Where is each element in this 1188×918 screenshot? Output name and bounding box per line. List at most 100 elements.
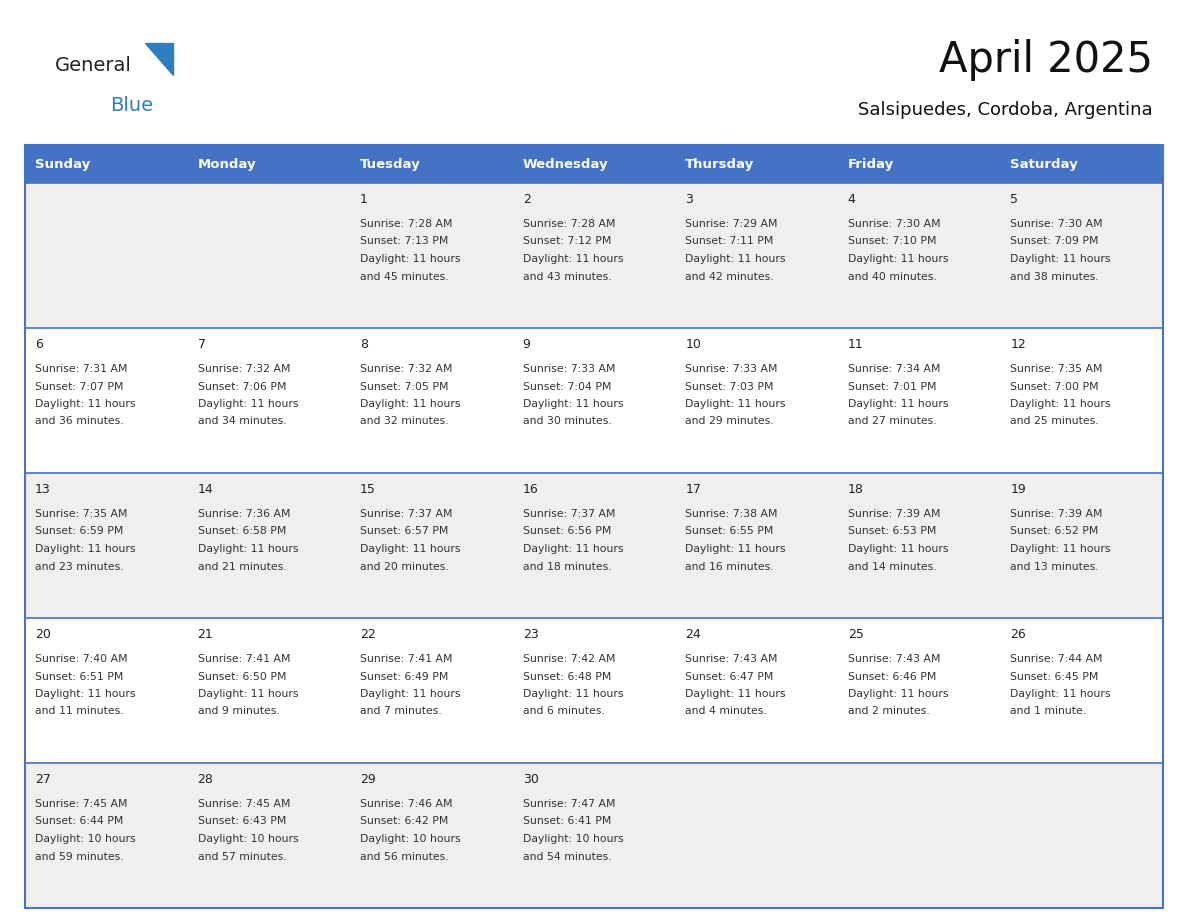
- Text: Sunset: 7:01 PM: Sunset: 7:01 PM: [848, 382, 936, 391]
- Text: Saturday: Saturday: [1010, 158, 1078, 171]
- Text: Daylight: 11 hours: Daylight: 11 hours: [848, 399, 948, 409]
- Text: Daylight: 11 hours: Daylight: 11 hours: [523, 399, 624, 409]
- Text: Sunrise: 7:32 AM: Sunrise: 7:32 AM: [360, 364, 453, 374]
- Text: Wednesday: Wednesday: [523, 158, 608, 171]
- Text: Daylight: 11 hours: Daylight: 11 hours: [197, 544, 298, 554]
- Text: Sunrise: 7:39 AM: Sunrise: 7:39 AM: [1011, 509, 1102, 519]
- Text: Daylight: 11 hours: Daylight: 11 hours: [685, 254, 785, 264]
- Text: 22: 22: [360, 628, 375, 641]
- Text: and 9 minutes.: and 9 minutes.: [197, 707, 279, 717]
- Text: and 27 minutes.: and 27 minutes.: [848, 417, 936, 427]
- Text: and 32 minutes.: and 32 minutes.: [360, 417, 449, 427]
- Text: 5: 5: [1011, 193, 1018, 206]
- Text: 7: 7: [197, 338, 206, 351]
- Text: 6: 6: [34, 338, 43, 351]
- Text: and 23 minutes.: and 23 minutes.: [34, 562, 124, 572]
- Text: Daylight: 11 hours: Daylight: 11 hours: [360, 254, 461, 264]
- Text: 1: 1: [360, 193, 368, 206]
- Text: Daylight: 11 hours: Daylight: 11 hours: [360, 399, 461, 409]
- Text: Sunset: 7:03 PM: Sunset: 7:03 PM: [685, 382, 773, 391]
- Text: 4: 4: [848, 193, 855, 206]
- Text: Sunset: 7:00 PM: Sunset: 7:00 PM: [1011, 382, 1099, 391]
- Text: and 43 minutes.: and 43 minutes.: [523, 272, 612, 282]
- Text: and 1 minute.: and 1 minute.: [1011, 707, 1087, 717]
- Text: Sunset: 6:56 PM: Sunset: 6:56 PM: [523, 527, 611, 536]
- Text: Sunset: 6:58 PM: Sunset: 6:58 PM: [197, 527, 286, 536]
- Text: and 11 minutes.: and 11 minutes.: [34, 707, 124, 717]
- Text: Sunset: 6:44 PM: Sunset: 6:44 PM: [34, 816, 124, 826]
- Text: and 21 minutes.: and 21 minutes.: [197, 562, 286, 572]
- Text: Daylight: 11 hours: Daylight: 11 hours: [34, 544, 135, 554]
- Text: Daylight: 11 hours: Daylight: 11 hours: [360, 689, 461, 699]
- Text: Daylight: 11 hours: Daylight: 11 hours: [848, 254, 948, 264]
- Text: Thursday: Thursday: [685, 158, 754, 171]
- Text: Daylight: 11 hours: Daylight: 11 hours: [197, 689, 298, 699]
- Text: Sunset: 7:04 PM: Sunset: 7:04 PM: [523, 382, 611, 391]
- Bar: [25, 145, 1163, 183]
- Text: and 56 minutes.: and 56 minutes.: [360, 852, 449, 861]
- Text: Sunrise: 7:30 AM: Sunrise: 7:30 AM: [848, 219, 941, 229]
- Text: Sunrise: 7:33 AM: Sunrise: 7:33 AM: [523, 364, 615, 374]
- Text: Sunrise: 7:41 AM: Sunrise: 7:41 AM: [197, 654, 290, 664]
- Text: Monday: Monday: [197, 158, 255, 171]
- Text: 9: 9: [523, 338, 531, 351]
- Text: and 36 minutes.: and 36 minutes.: [34, 417, 124, 427]
- Text: Daylight: 10 hours: Daylight: 10 hours: [523, 834, 624, 844]
- Text: Daylight: 10 hours: Daylight: 10 hours: [197, 834, 298, 844]
- Text: Daylight: 11 hours: Daylight: 11 hours: [848, 689, 948, 699]
- Text: Sunrise: 7:29 AM: Sunrise: 7:29 AM: [685, 219, 778, 229]
- Text: and 14 minutes.: and 14 minutes.: [848, 562, 936, 572]
- Text: Sunset: 6:57 PM: Sunset: 6:57 PM: [360, 527, 449, 536]
- Text: 26: 26: [1011, 628, 1026, 641]
- Text: and 59 minutes.: and 59 minutes.: [34, 852, 124, 861]
- Text: and 40 minutes.: and 40 minutes.: [848, 272, 936, 282]
- Text: and 54 minutes.: and 54 minutes.: [523, 852, 612, 861]
- Text: Sunset: 6:59 PM: Sunset: 6:59 PM: [34, 527, 124, 536]
- Text: and 57 minutes.: and 57 minutes.: [197, 852, 286, 861]
- Text: Daylight: 11 hours: Daylight: 11 hours: [197, 399, 298, 409]
- Text: 3: 3: [685, 193, 693, 206]
- Text: Daylight: 11 hours: Daylight: 11 hours: [523, 254, 624, 264]
- Text: Sunrise: 7:33 AM: Sunrise: 7:33 AM: [685, 364, 778, 374]
- Text: Sunset: 7:10 PM: Sunset: 7:10 PM: [848, 237, 936, 247]
- Text: Sunset: 6:55 PM: Sunset: 6:55 PM: [685, 527, 773, 536]
- Text: Sunset: 7:06 PM: Sunset: 7:06 PM: [197, 382, 286, 391]
- Text: Daylight: 11 hours: Daylight: 11 hours: [1011, 544, 1111, 554]
- Text: Daylight: 11 hours: Daylight: 11 hours: [1011, 399, 1111, 409]
- Text: and 13 minutes.: and 13 minutes.: [1011, 562, 1099, 572]
- Text: Daylight: 11 hours: Daylight: 11 hours: [1011, 689, 1111, 699]
- Text: 24: 24: [685, 628, 701, 641]
- Text: Friday: Friday: [847, 158, 893, 171]
- Text: Sunrise: 7:47 AM: Sunrise: 7:47 AM: [523, 799, 615, 809]
- Text: Sunrise: 7:30 AM: Sunrise: 7:30 AM: [1011, 219, 1102, 229]
- Text: Blue: Blue: [110, 95, 153, 115]
- Text: Daylight: 11 hours: Daylight: 11 hours: [1011, 254, 1111, 264]
- Text: Sunrise: 7:31 AM: Sunrise: 7:31 AM: [34, 364, 127, 374]
- Text: Sunrise: 7:45 AM: Sunrise: 7:45 AM: [34, 799, 127, 809]
- Text: Sunrise: 7:40 AM: Sunrise: 7:40 AM: [34, 654, 127, 664]
- Text: 8: 8: [360, 338, 368, 351]
- Bar: [25, 763, 1163, 908]
- Bar: [25, 145, 1163, 908]
- Text: 15: 15: [360, 483, 377, 496]
- Text: and 7 minutes.: and 7 minutes.: [360, 707, 442, 717]
- Text: Daylight: 10 hours: Daylight: 10 hours: [34, 834, 135, 844]
- Text: Sunrise: 7:44 AM: Sunrise: 7:44 AM: [1011, 654, 1102, 664]
- Text: and 25 minutes.: and 25 minutes.: [1011, 417, 1099, 427]
- Text: Salsipuedes, Cordoba, Argentina: Salsipuedes, Cordoba, Argentina: [859, 101, 1154, 119]
- Text: Sunset: 7:13 PM: Sunset: 7:13 PM: [360, 237, 449, 247]
- Text: and 45 minutes.: and 45 minutes.: [360, 272, 449, 282]
- Text: Sunset: 6:48 PM: Sunset: 6:48 PM: [523, 671, 611, 681]
- Text: and 42 minutes.: and 42 minutes.: [685, 272, 773, 282]
- Text: Sunset: 7:09 PM: Sunset: 7:09 PM: [1011, 237, 1099, 247]
- Text: 11: 11: [848, 338, 864, 351]
- Text: Sunrise: 7:37 AM: Sunrise: 7:37 AM: [360, 509, 453, 519]
- Text: and 38 minutes.: and 38 minutes.: [1011, 272, 1099, 282]
- Text: Daylight: 11 hours: Daylight: 11 hours: [360, 544, 461, 554]
- Text: Sunrise: 7:37 AM: Sunrise: 7:37 AM: [523, 509, 615, 519]
- Text: Sunset: 6:50 PM: Sunset: 6:50 PM: [197, 671, 286, 681]
- Text: 25: 25: [848, 628, 864, 641]
- Text: Daylight: 10 hours: Daylight: 10 hours: [360, 834, 461, 844]
- Text: 16: 16: [523, 483, 538, 496]
- Text: Sunrise: 7:39 AM: Sunrise: 7:39 AM: [848, 509, 941, 519]
